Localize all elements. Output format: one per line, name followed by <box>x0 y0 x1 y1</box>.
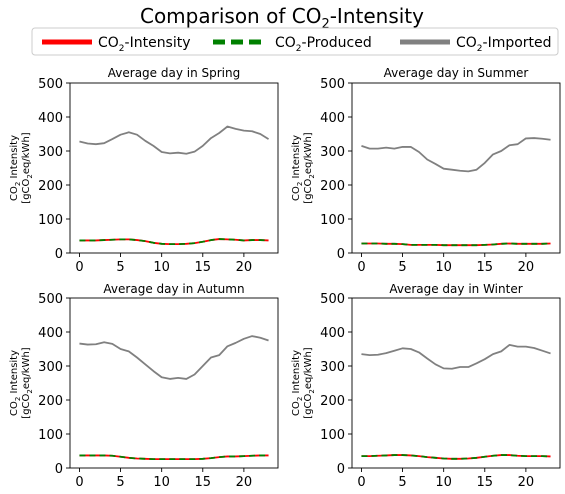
y-tick-label: 200 <box>38 179 63 194</box>
y-tick-label: 400 <box>320 111 345 126</box>
subplot-title: Average day in Winter <box>389 282 522 296</box>
subplot-title: Average day in Autumn <box>103 282 244 296</box>
y-tick-label: 500 <box>38 292 63 307</box>
y-axis-label: CO2 Intensity [gCO2eq/kWh] <box>9 132 34 203</box>
y-tick-label: 500 <box>320 292 345 307</box>
y-tick-label: 200 <box>320 179 345 194</box>
y-tick-label: 0 <box>337 462 345 477</box>
figure-title: Comparison of CO2-Intensity <box>140 4 424 32</box>
x-tick-label: 5 <box>398 475 406 490</box>
legend-label-intensity: CO2-Intensity <box>98 35 191 54</box>
y-tick-label: 500 <box>38 77 63 92</box>
series-line-imported <box>79 125 270 155</box>
legend-label-imported: CO2-Imported <box>456 35 552 54</box>
subplot-spring: Average day in Spring CO2 Intensity [gCO… <box>9 66 279 275</box>
x-tick-label: 5 <box>116 475 124 490</box>
y-tick-label: 300 <box>320 360 345 375</box>
x-tick-label: 5 <box>398 260 406 275</box>
x-tick-label: 15 <box>195 260 212 275</box>
svg-text:[gCO2eq/kWh]: [gCO2eq/kWh] <box>303 347 316 418</box>
svg-text:CO2 Intensity: CO2 Intensity <box>9 135 22 201</box>
legend-frame <box>31 27 559 56</box>
plot-area: 0 100 200 300 400 500 0 5 10 15 20 <box>38 292 279 490</box>
svg-text:[gCO2eq/kWh]: [gCO2eq/kWh] <box>21 347 34 418</box>
svg-text:[gCO2eq/kWh]: [gCO2eq/kWh] <box>303 132 316 203</box>
y-tick-label: 0 <box>55 462 63 477</box>
series-line-imported <box>361 137 551 173</box>
subplot-winter: Average day in Winter CO2 Intensity [gCO… <box>291 282 561 490</box>
subplot-title: Average day in Summer <box>384 66 529 80</box>
y-tick-label: 0 <box>337 247 345 262</box>
legend-label-produced: CO2-Produced <box>275 35 372 54</box>
svg-text:CO2 Intensity: CO2 Intensity <box>291 135 304 201</box>
x-tick-label: 20 <box>518 475 535 490</box>
svg-text:[gCO2eq/kWh]: [gCO2eq/kWh] <box>21 132 34 203</box>
y-tick-label: 400 <box>320 326 345 341</box>
y-tick-label: 200 <box>38 394 63 409</box>
svg-text:CO2 Intensity: CO2 Intensity <box>291 350 304 416</box>
y-tick-label: 100 <box>320 428 345 443</box>
x-tick-label: 15 <box>477 475 494 490</box>
x-tick-label: 20 <box>236 475 253 490</box>
legend: CO2-Intensity CO2-Produced CO2-Imported <box>31 27 559 56</box>
series-line-imported <box>361 344 551 370</box>
y-tick-label: 300 <box>38 145 63 160</box>
x-tick-label: 20 <box>518 260 535 275</box>
x-tick-label: 0 <box>75 260 83 275</box>
y-axis-label: CO2 Intensity [gCO2eq/kWh] <box>9 347 34 418</box>
x-tick-label: 10 <box>435 260 452 275</box>
subplot-summer: Average day in Summer CO2 Intensity [gCO… <box>291 66 561 275</box>
x-tick-label: 10 <box>435 475 452 490</box>
series-line-produced <box>79 454 269 461</box>
plot-area: 0 100 200 300 400 500 0 5 10 15 20 <box>320 77 561 275</box>
series-line-produced <box>361 454 551 460</box>
subplot-autumn: Average day in Autumn CO2 Intensity [gCO… <box>9 282 279 490</box>
y-tick-label: 0 <box>55 247 63 262</box>
y-tick-label: 300 <box>38 360 63 375</box>
y-tick-label: 500 <box>320 77 345 92</box>
x-tick-label: 10 <box>153 260 170 275</box>
svg-text:CO2 Intensity: CO2 Intensity <box>9 350 22 416</box>
y-tick-label: 100 <box>320 213 345 228</box>
y-tick-label: 400 <box>38 111 63 126</box>
y-axis-label: CO2 Intensity [gCO2eq/kWh] <box>291 132 316 203</box>
y-tick-label: 100 <box>38 428 63 443</box>
plot-area: 0 100 200 300 400 500 0 5 10 15 20 <box>320 292 561 490</box>
x-tick-label: 15 <box>477 260 494 275</box>
x-tick-label: 20 <box>236 260 253 275</box>
axes-frame <box>69 297 279 469</box>
axes-frame <box>351 297 561 469</box>
x-tick-label: 15 <box>195 475 212 490</box>
series-line-produced <box>79 238 269 246</box>
y-tick-label: 400 <box>38 326 63 341</box>
subplot-title: Average day in Spring <box>108 66 240 80</box>
plot-area: 0 100 200 300 400 500 0 5 10 15 20 <box>38 77 279 275</box>
y-axis-label: CO2 Intensity [gCO2eq/kWh] <box>291 347 316 418</box>
x-tick-label: 10 <box>153 475 170 490</box>
y-tick-label: 300 <box>320 145 345 160</box>
x-tick-label: 0 <box>75 475 83 490</box>
y-tick-label: 100 <box>38 213 63 228</box>
x-tick-label: 5 <box>116 260 124 275</box>
series-line-imported <box>79 335 269 380</box>
axes-frame <box>69 82 279 254</box>
series-line-produced <box>361 242 551 247</box>
y-tick-label: 200 <box>320 394 345 409</box>
axes-frame <box>351 82 561 254</box>
x-tick-label: 0 <box>357 475 365 490</box>
x-tick-label: 0 <box>357 260 365 275</box>
